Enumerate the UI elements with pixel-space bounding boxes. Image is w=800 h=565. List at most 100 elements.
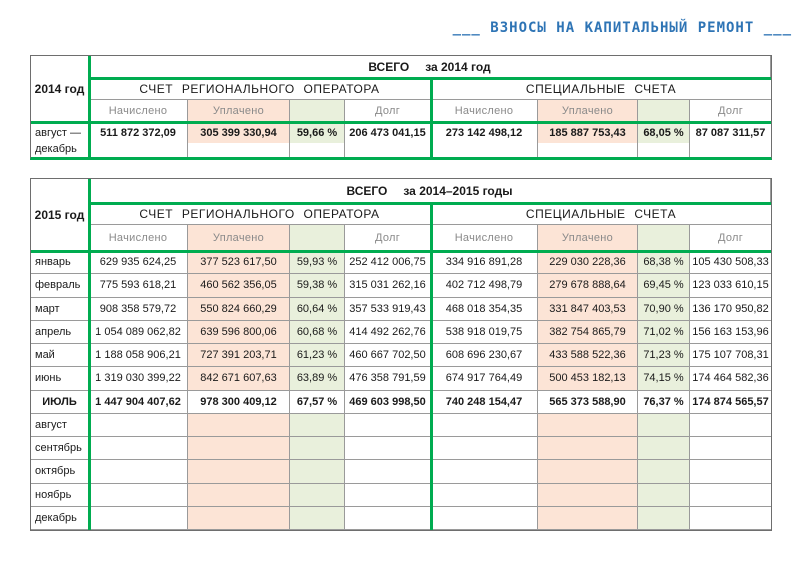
value-cell: 174 874 565,57 [690,390,771,414]
value-cell: 174 464 582,36 [690,367,771,391]
value-cell [188,437,290,461]
month-cell: февраль [31,274,89,298]
total-label: ВСЕГО [346,184,388,198]
value-cell: 229 030 228,36 [538,251,638,275]
value-cell: 476 358 791,59 [345,367,431,391]
value-cell: 908 358 579,72 [89,297,188,321]
value-cell: 775 593 618,21 [89,274,188,298]
month-cell: август — декабрь [31,122,89,157]
value-cell: 67,57 % [290,390,345,414]
value-cell: 136 170 950,82 [690,297,771,321]
col-header-debt: Долг [690,100,771,122]
value-cell: 252 412 006,75 [345,251,431,275]
value-cell [89,483,188,507]
value-cell: 334 916 891,28 [431,251,538,275]
total-header-2015: ВСЕГО за 2014–2015 годы [89,179,771,203]
value-cell: 71,02 % [638,320,690,344]
col-header-debt: Долг [345,225,431,251]
value-cell: 402 712 498,79 [431,274,538,298]
month-cell: ноябрь [31,483,89,507]
value-cell: 382 754 865,79 [538,320,638,344]
total-period: за 2014 год [425,60,491,74]
value-cell: 63,89 % [290,367,345,391]
green-rule-under-total [88,77,771,80]
col-header-accrued: Начислено [89,100,188,122]
value-cell: 511 872 372,09 [89,122,188,143]
value-cell [690,460,771,484]
value-cell [89,460,188,484]
filler-cell [345,143,431,157]
value-cell [638,460,690,484]
month-cell: сентябрь [31,437,89,461]
value-cell: 59,66 % [290,122,345,143]
table-2015: 2015 год ВСЕГО за 2014–2015 годы СЧЕТ РЕ… [30,178,772,531]
value-cell [290,437,345,461]
value-cell: 550 824 660,29 [188,297,290,321]
value-cell: 1 188 058 906,21 [89,344,188,368]
col-header-debt: Долг [345,100,431,122]
value-cell: 175 107 708,31 [690,344,771,368]
value-cell [290,413,345,437]
value-cell [290,506,345,530]
value-cell [345,437,431,461]
total-period: за 2014–2015 годы [403,184,513,198]
value-cell: 273 142 498,12 [431,122,538,143]
month-cell: август [31,413,89,437]
value-cell [431,460,538,484]
col-header-percent [290,225,345,251]
month-cell: октябрь [31,460,89,484]
section-header-special: СПЕЦИАЛЬНЫЕ СЧЕТА [431,203,771,225]
green-rule-under-total [88,202,771,205]
value-cell [345,483,431,507]
value-cell: 59,38 % [290,274,345,298]
value-cell: 414 492 262,76 [345,320,431,344]
value-cell: 468 018 354,35 [431,297,538,321]
col-header-percent [638,100,690,122]
value-cell [690,413,771,437]
value-cell: 377 523 617,50 [188,251,290,275]
month-cell: май [31,344,89,368]
value-cell: 279 678 888,64 [538,274,638,298]
green-rule-halves-divider [430,77,433,157]
value-cell: 68,05 % [638,122,690,143]
value-cell: 305 399 330,94 [188,122,290,143]
section-header-special: СПЕЦИАЛЬНЫЕ СЧЕТА [431,78,771,100]
value-cell: 1 447 904 407,62 [89,390,188,414]
value-cell [638,483,690,507]
green-rule-month-divider [88,179,91,530]
month-cell: январь [31,251,89,275]
filler-cell [538,143,638,157]
section-header-regional: СЧЕТ РЕГИОНАЛЬНОГО ОПЕРАТОРА [89,78,431,100]
value-cell [538,437,638,461]
value-cell [690,437,771,461]
value-cell: 87 087 311,57 [690,122,771,143]
value-cell: 59,93 % [290,251,345,275]
value-cell: 61,23 % [290,344,345,368]
col-header-accrued: Начислено [89,225,188,251]
value-cell: 608 696 230,67 [431,344,538,368]
year-label-2014: 2014 год [31,56,89,122]
green-rule-under-headers [31,121,771,124]
value-cell [89,437,188,461]
value-cell: 433 588 522,36 [538,344,638,368]
value-cell: 565 373 588,90 [538,390,638,414]
green-rule-under-headers [31,250,771,253]
month-cell: декабрь [31,506,89,530]
green-rule-month-divider [88,56,91,157]
value-cell: 60,68 % [290,320,345,344]
value-cell: 185 887 753,43 [538,122,638,143]
value-cell [89,506,188,530]
value-cell: 460 667 702,50 [345,344,431,368]
value-cell [431,413,538,437]
col-header-paid: Уплачено [538,225,638,251]
value-cell: 123 033 610,15 [690,274,771,298]
value-cell: 105 430 508,33 [690,251,771,275]
section-header-regional: СЧЕТ РЕГИОНАЛЬНОГО ОПЕРАТОРА [89,203,431,225]
value-cell [538,506,638,530]
value-cell [345,413,431,437]
col-header-accrued: Начислено [431,225,538,251]
value-cell [538,483,638,507]
value-cell: 460 562 356,05 [188,274,290,298]
month-cell: март [31,297,89,321]
table-2014: 2014 год ВСЕГО за 2014 год СЧЕТ РЕГИОНАЛ… [30,55,772,160]
